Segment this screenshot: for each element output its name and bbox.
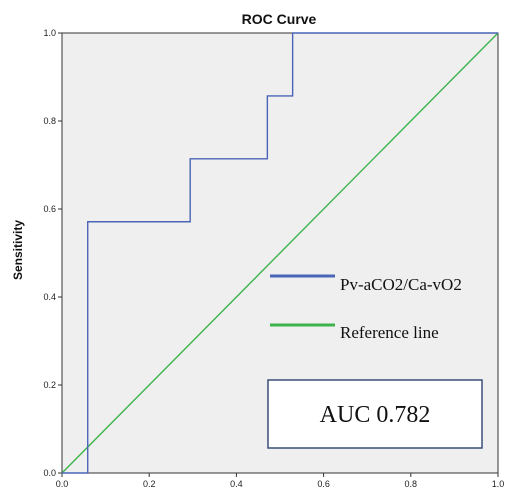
y-tick-label: 1.0 (43, 28, 56, 38)
auc-annotation: AUC 0.782 (267, 379, 483, 449)
x-tick-label: 1.0 (492, 479, 505, 489)
auc-box (267, 379, 483, 449)
y-axis-label: Sensitivity (11, 220, 25, 280)
legend-label-reference-line: Reference line (340, 323, 439, 342)
y-tick-label: 0.4 (43, 292, 56, 302)
legend: Pv-aCO2/Ca-vO2 Reference line (270, 274, 462, 342)
series-line-pv-aco2 (62, 32, 498, 474)
legend-label-pv-aco2: Pv-aCO2/Ca-vO2 (340, 275, 462, 294)
axis-ticks: 0.0 0.2 0.4 0.6 0.8 1.0 0.0 0.2 0.4 0.6 0.8 1.0 (43, 28, 504, 489)
x-tick-label: 0.4 (230, 479, 243, 489)
series-layer (61, 32, 499, 474)
y-tick-label: 0.6 (43, 204, 56, 214)
x-tick-label: 0.0 (56, 479, 69, 489)
series-line-reference (61, 32, 499, 474)
y-tick-label: 0.8 (43, 116, 56, 126)
auc-label: AUC 0.782 (320, 402, 431, 428)
x-tick-label: 0.6 (317, 479, 330, 489)
x-tick-label: 0.2 (143, 479, 156, 489)
x-tick-label: 0.8 (405, 479, 418, 489)
y-tick-label: 0.2 (43, 380, 56, 390)
y-tick-label: 0.0 (43, 468, 56, 478)
chart-title: ROC Curve (242, 11, 317, 27)
